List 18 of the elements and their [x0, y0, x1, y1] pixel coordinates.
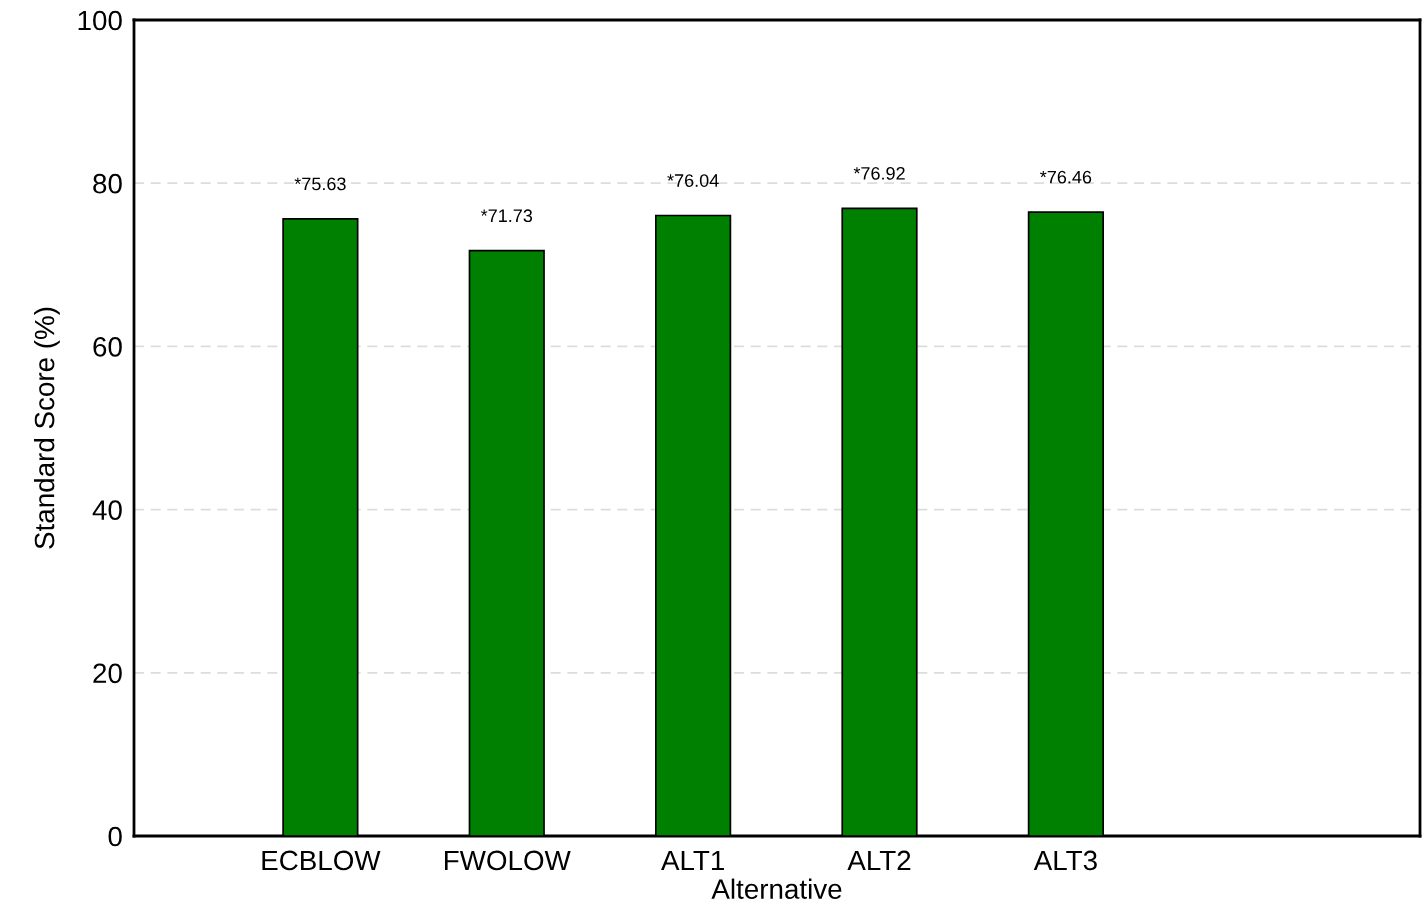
x-tick-label: ALT2: [847, 850, 911, 871]
data-label: *76.92: [853, 166, 905, 180]
x-tick-label: ECBLOW: [262, 850, 381, 871]
y-tick-label: 20: [93, 663, 122, 684]
y-tick-label: 0: [108, 826, 122, 847]
y-tick-label: 40: [92, 500, 122, 520]
data-label: *71.73: [480, 209, 533, 223]
data-label: *76.46: [1040, 170, 1092, 184]
y-tick-label: 100: [78, 10, 122, 31]
y-axis-title: Standard Score (%): [33, 307, 60, 549]
data-label: *76.04: [667, 174, 719, 187]
y-tick-label: 60: [93, 337, 122, 357]
x-tick-label: ALT1: [661, 850, 724, 871]
y-tick-label: 80: [93, 173, 122, 194]
x-axis-title: Alternative: [711, 878, 842, 899]
x-tick-label: ALT3: [1033, 850, 1097, 871]
data-label: *75.63: [294, 177, 346, 191]
x-tick-label: FWOLOW: [445, 850, 571, 871]
